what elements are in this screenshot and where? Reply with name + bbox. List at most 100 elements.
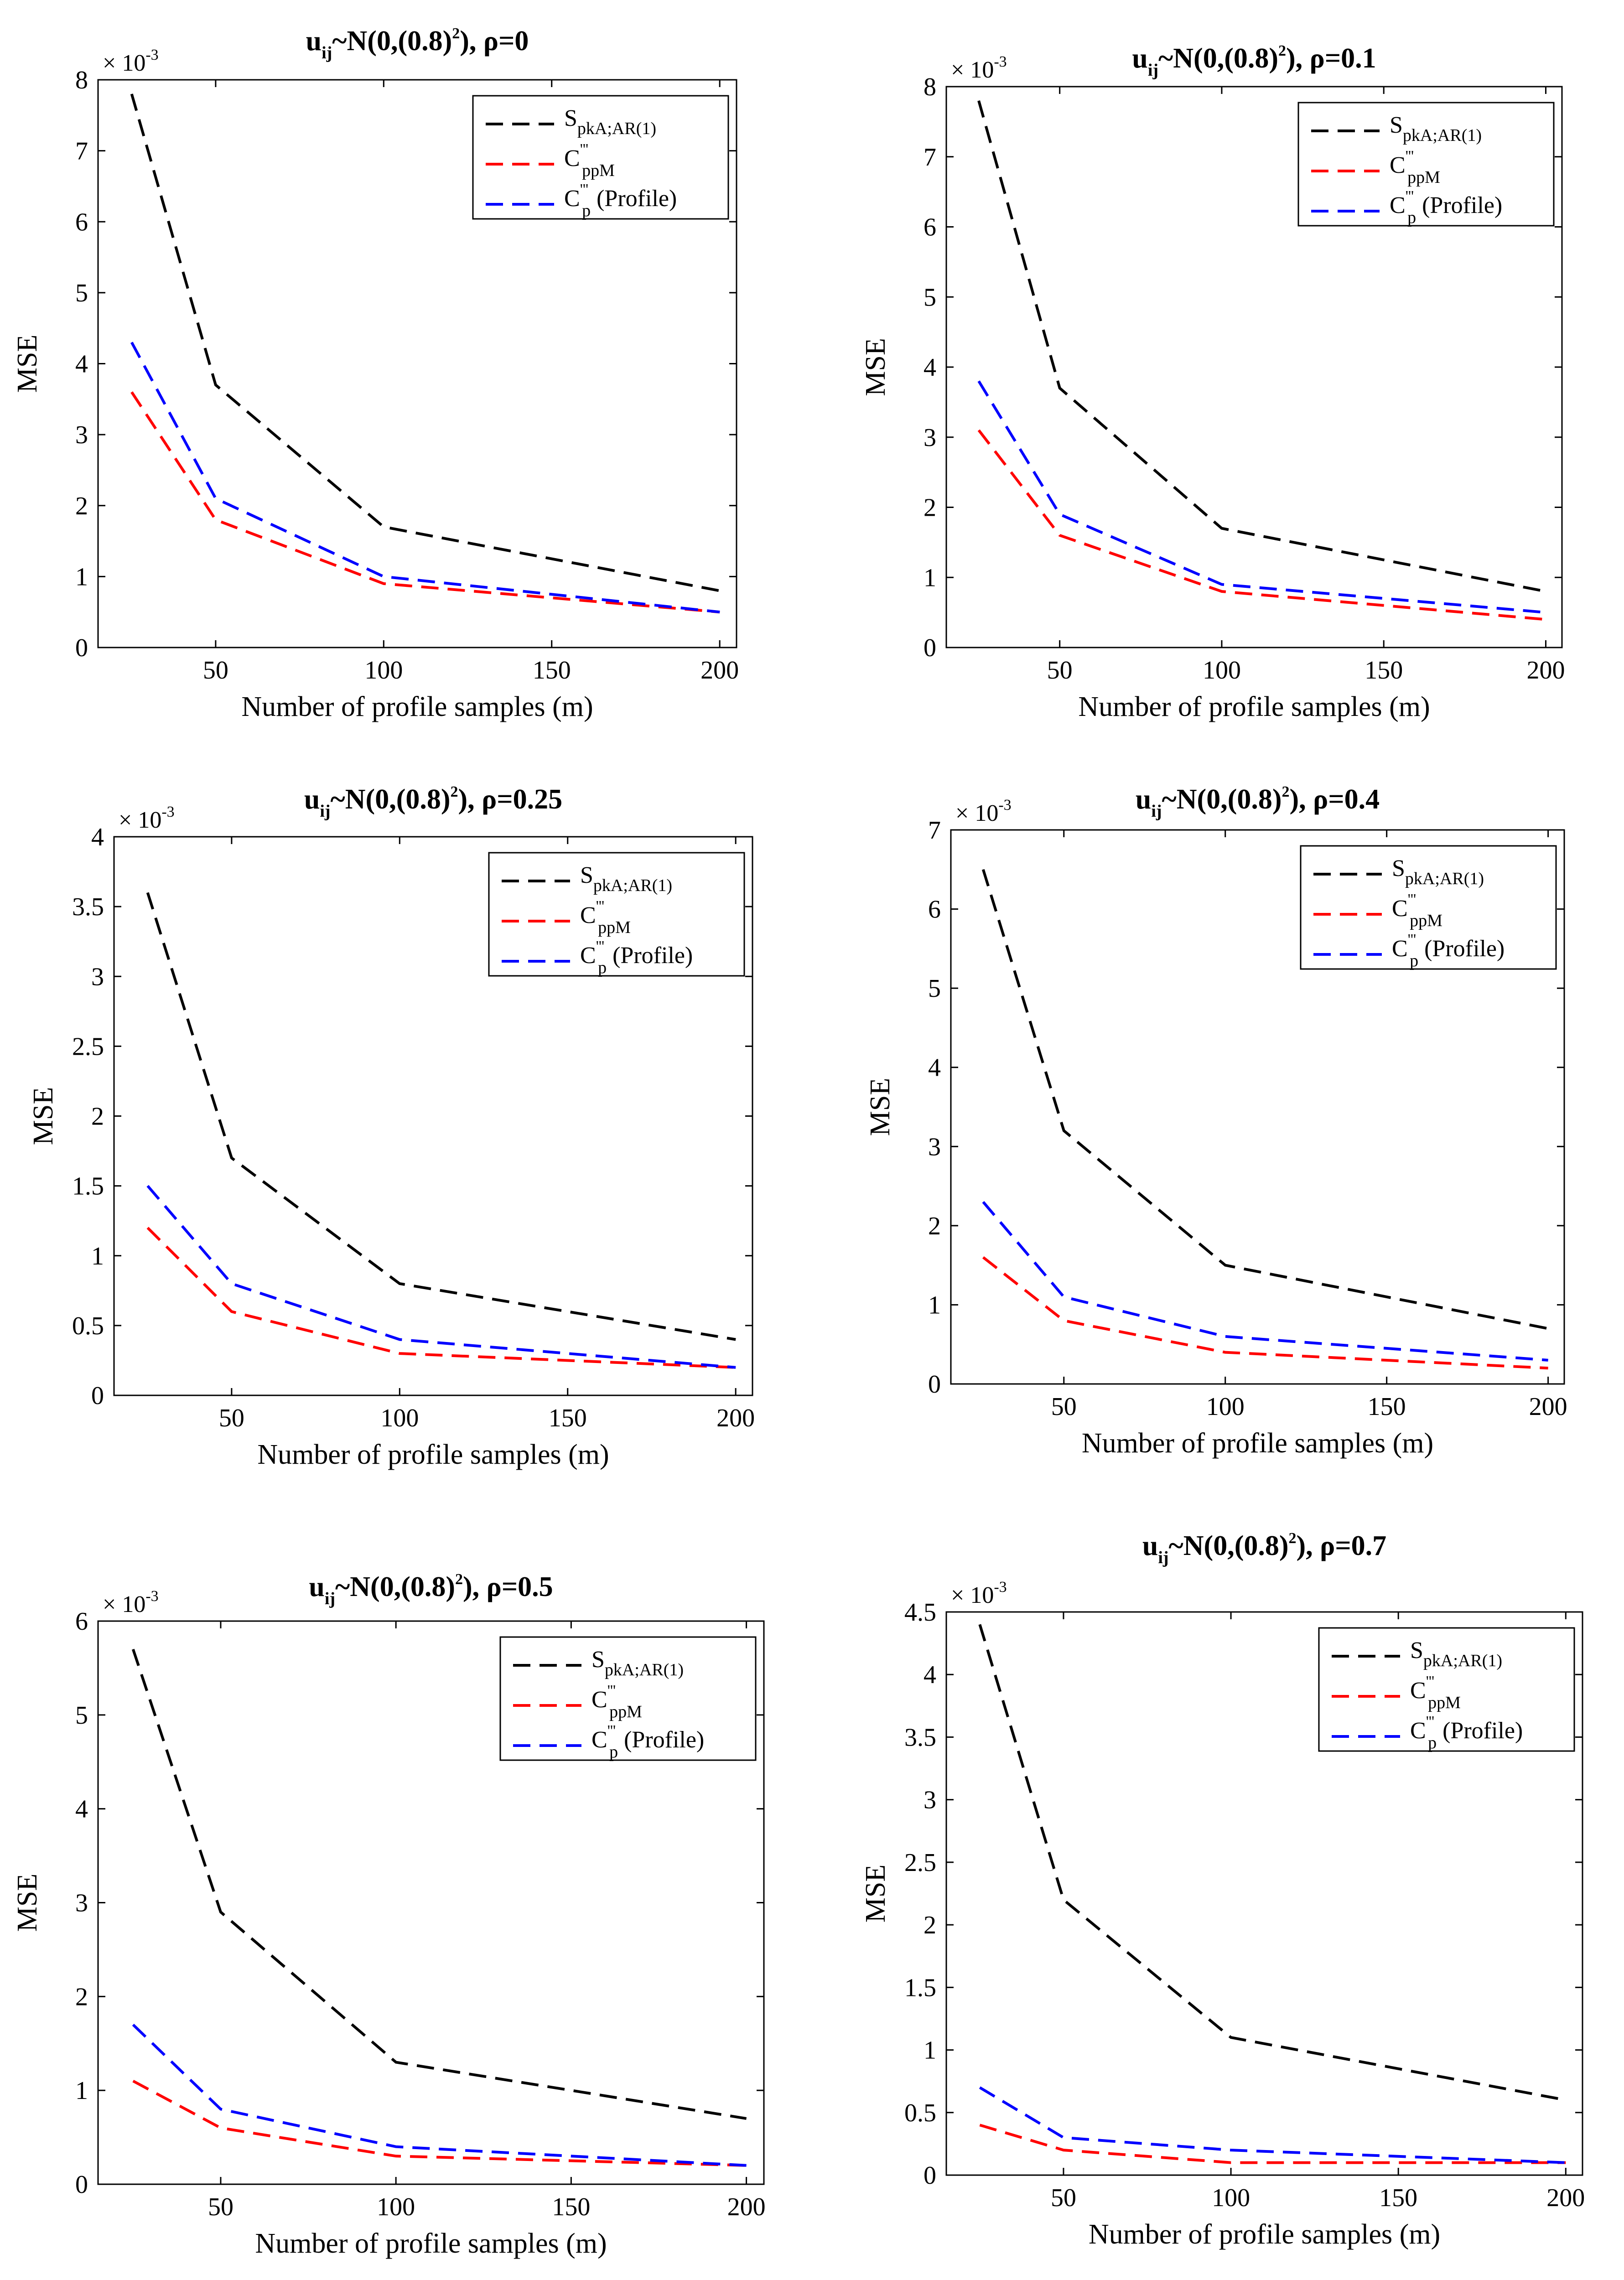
data-point: [133, 1649, 134, 1650]
data-point: [735, 1339, 736, 1340]
title-main: u: [1136, 784, 1151, 815]
y-tick-label: 4.5: [904, 1598, 936, 1627]
legend-superscript: ''': [607, 1682, 616, 1699]
legend-name: C: [1392, 896, 1408, 922]
legend-entry-1: SpkA;AR(1): [1410, 1637, 1502, 1670]
legend-tail: (Profile): [591, 186, 677, 212]
legend-name: C: [1410, 1718, 1426, 1744]
data-point: [983, 869, 984, 870]
title-exponent: 2: [451, 783, 458, 800]
data-point: [1225, 1265, 1226, 1266]
plot-area-frame: [950, 829, 1565, 1385]
y-tick-label: 6: [928, 896, 941, 924]
y-tick-label: 0: [924, 634, 936, 662]
legend-name: S: [1392, 855, 1405, 881]
y-tick-label: 0: [75, 2171, 88, 2199]
y-tick-label: 3.5: [72, 893, 104, 921]
legend-entry-1: SpkA;AR(1): [1390, 112, 1482, 145]
legend-entry-3: C''' p (Profile): [1390, 188, 1502, 227]
legend-entry-2: C''' ppM: [580, 898, 631, 937]
series-line-1: [977, 100, 1546, 593]
x-tick-label: 200: [1529, 1393, 1567, 1421]
title-main: u: [306, 26, 322, 57]
x-tick-label: 100: [380, 1404, 419, 1432]
legend-entry-3: C''' p (Profile): [1392, 931, 1505, 970]
chart-title: uij~N(0,(0.8)2), ρ=0.4: [1136, 783, 1380, 821]
axis-multiplier: × 10-3: [951, 53, 1007, 83]
y-tick-label: 6: [924, 213, 936, 242]
y-tick-label: 8: [924, 73, 936, 101]
legend-subscript: p: [1428, 1733, 1437, 1752]
legend-entry-2: C''' ppM: [1390, 148, 1440, 187]
series-line-2: [132, 2079, 747, 2167]
chart-panel-4: 50 100 150 200 0 1 2 3 4 5 6 7 × 10-3 Number of profi…: [865, 783, 1567, 1459]
legend-subscript: p: [1407, 208, 1416, 227]
chart-panel-3: 50 100 150 200 0 0.5 1 1.5 2 2.5 3 3.5 4 × 10-3 Number…: [28, 783, 755, 1470]
title-tail: ), ρ=0.5: [463, 1571, 553, 1602]
legend-entry-2: C''' ppM: [1392, 891, 1442, 930]
legend-entry-3: C''' p (Profile): [1410, 1713, 1523, 1752]
y-tick-label: 5: [924, 283, 936, 311]
data-point: [1221, 591, 1222, 592]
y-tick-label: 3: [91, 963, 104, 991]
x-axis-label: Number of profile samples (m): [241, 691, 593, 722]
y-tick-label: 0: [924, 2161, 936, 2190]
legend-superscript: ''': [580, 181, 588, 198]
y-tick-label: 1: [924, 2036, 936, 2065]
y-axis-label: MSE: [865, 1078, 896, 1136]
y-tick-label: 7: [928, 816, 941, 845]
legend-name: S: [580, 862, 593, 888]
data-point: [215, 519, 216, 520]
data-point: [231, 1157, 232, 1158]
multiplier-base: × 10: [951, 1582, 994, 1608]
y-tick-label: 3: [928, 1133, 941, 1161]
legend-name: S: [1390, 112, 1403, 138]
multiplier-exponent: -3: [994, 1579, 1007, 1596]
multiplier-exponent: -3: [994, 53, 1007, 70]
chart-title: uij~N(0,(0.8)2), ρ=0.7: [1142, 1530, 1386, 1567]
y-tick-label: 0: [75, 634, 88, 662]
axis-multiplier: × 10-3: [955, 797, 1012, 826]
x-tick-label: 100: [1206, 1393, 1245, 1421]
y-tick-label: 2: [924, 1911, 936, 1939]
x-tick-label: 100: [1203, 656, 1241, 684]
series-line-3: [132, 2023, 747, 2167]
data-point: [383, 526, 384, 527]
y-tick-label: 7: [75, 137, 88, 166]
legend-superscript: ''': [580, 141, 588, 158]
y-tick-label: 4: [75, 350, 88, 378]
x-axis-label: Number of profile samples (m): [255, 2228, 607, 2259]
x-tick-label: 200: [1546, 2184, 1585, 2212]
legend-name: C: [1410, 1678, 1426, 1704]
legend-subscript: pkA;AR(1): [1403, 126, 1482, 145]
data-point: [399, 1339, 400, 1340]
legend-tail: (Profile): [1437, 1718, 1523, 1744]
legend-subscript: p: [609, 1742, 618, 1762]
title-main: u: [309, 1571, 324, 1602]
data-point: [1059, 535, 1060, 536]
legend-subscript: pkA;AR(1): [1423, 1651, 1502, 1670]
x-tick-label: 150: [1379, 2184, 1417, 2212]
legend-superscript: ''': [596, 898, 604, 915]
y-tick-label: 1: [928, 1291, 941, 1319]
x-axis-label: Number of profile samples (m): [1078, 691, 1430, 722]
legend-name: C: [591, 1727, 607, 1753]
y-axis-label: MSE: [12, 1874, 43, 1932]
chart-panel-5: 50 100 150 200 0 1 2 3 4 5 6 × 10-3 Number of profil…: [12, 1571, 766, 2259]
legend-subscript: ppM: [1407, 168, 1440, 187]
chart-title: uij~N(0,(0.8)2), ρ=0.5: [309, 1571, 553, 1608]
legend-entry-1: SpkA;AR(1): [591, 1647, 684, 1679]
x-axis-label: Number of profile samples (m): [1089, 2219, 1440, 2250]
legend-box: [472, 95, 729, 220]
legend-entry-3: C''' p (Profile): [580, 938, 693, 977]
y-tick-label: 6: [75, 1607, 88, 1636]
y-tick-label: 0: [91, 1382, 104, 1410]
chart-panel-2: 50 100 150 200 0 1 2 3 4 5 6 7 8 × 10-3 Number of prof…: [860, 42, 1565, 722]
series-line-2: [982, 1256, 1548, 1370]
data-point: [1221, 584, 1222, 585]
x-tick-label: 200: [716, 1404, 755, 1432]
data-point: [979, 2087, 980, 2088]
legend-box: [1300, 845, 1557, 970]
